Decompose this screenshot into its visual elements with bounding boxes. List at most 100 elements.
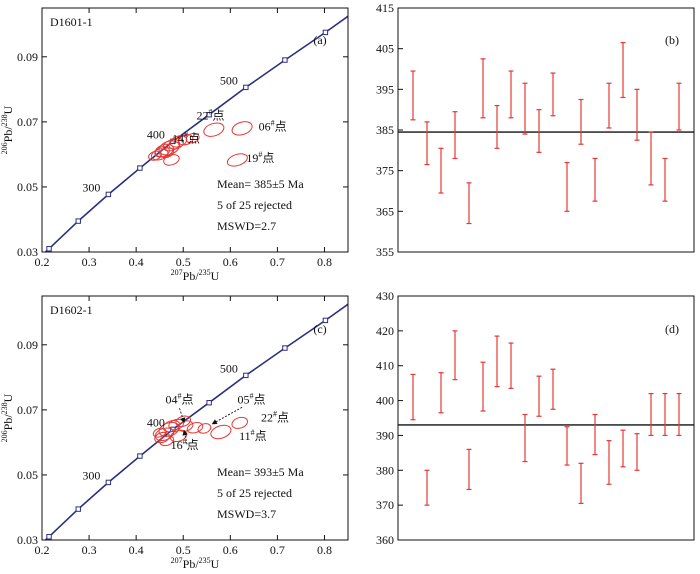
error-ellipse <box>231 416 249 429</box>
plot-frame <box>41 7 349 253</box>
y-tick-label: 0.07 <box>17 403 38 417</box>
error-bar <box>508 342 514 389</box>
error-ellipse <box>226 153 248 167</box>
concordia-age-marker <box>282 57 288 63</box>
sample-label: D1602-1 <box>50 303 93 317</box>
y-tick-label: 0.03 <box>17 533 38 547</box>
concordia-age-marker <box>282 345 288 351</box>
sample-label: D1601-1 <box>50 15 93 29</box>
y-tick-label: 380 <box>376 463 394 477</box>
error-ellipse <box>163 154 180 166</box>
x-tick-label: 0.4 <box>129 255 144 269</box>
x-tick-label: 0.6 <box>223 543 238 557</box>
y-tick-label: 0.05 <box>17 180 38 194</box>
y-tick-label: 0.09 <box>17 50 38 64</box>
error-ellipse <box>154 431 170 444</box>
concordia-age-marker <box>243 84 249 91</box>
error-bar <box>480 58 486 119</box>
concordia-age-label: 500 <box>220 73 238 87</box>
error-bar <box>536 375 542 417</box>
error-bar <box>466 448 472 491</box>
error-bar <box>620 429 626 468</box>
x-tick-label: 0.5 <box>176 543 191 557</box>
error-bar <box>410 373 416 421</box>
error-bar <box>592 413 598 456</box>
y-tick-label: 405 <box>376 42 394 56</box>
y-tick-label: 420 <box>376 324 394 338</box>
y-axis-title: 206Pb/238U <box>0 105 15 154</box>
concordia-age-marker <box>46 246 52 252</box>
y-tick-label: 0.09 <box>17 338 38 352</box>
y-tick-label: 365 <box>376 204 394 218</box>
spot-label: 05#点 <box>237 391 265 406</box>
plot-area <box>44 15 348 252</box>
error-bar <box>648 131 654 186</box>
error-ellipse <box>159 435 175 447</box>
spot-label: 19#点 <box>246 150 274 165</box>
error-bar <box>564 161 570 212</box>
stats-line: MSWD=3.7 <box>217 507 276 521</box>
error-ellipse <box>154 143 175 158</box>
concordia-age-label: 500 <box>220 361 238 375</box>
y-tick-label: 400 <box>376 394 394 408</box>
concordia-age-marker <box>243 372 249 379</box>
y-tick-label: 395 <box>376 82 394 96</box>
spot-label: 16#点 <box>171 437 199 452</box>
error-bar <box>550 368 556 410</box>
y-tick-label: 375 <box>376 164 394 178</box>
x-tick-label: 0.8 <box>317 255 332 269</box>
x-tick-label: 0.6 <box>223 255 238 269</box>
concordia-age-marker <box>105 479 112 486</box>
y-tick-label: 0.07 <box>17 115 38 129</box>
x-tick-label: 0.7 <box>270 543 285 557</box>
x-tick-label: 0.7 <box>270 255 285 269</box>
error-bar <box>606 82 612 129</box>
error-bar <box>550 72 556 117</box>
concordia-age-marker <box>75 218 81 224</box>
panel-label: (c) <box>313 322 326 336</box>
y-tick-label: 370 <box>376 498 394 512</box>
error-bar <box>424 469 430 506</box>
error-ellipse <box>185 132 200 144</box>
plot-area <box>44 303 348 540</box>
concordia-age-label: 300 <box>82 468 100 482</box>
y-tick-label: 415 <box>376 1 394 15</box>
error-bar <box>536 109 542 153</box>
x-tick-label: 0.3 <box>82 543 97 557</box>
error-bar <box>578 98 584 145</box>
y-axis-title: 206Pb/238U <box>0 393 15 442</box>
concordia-age-marker <box>105 191 112 198</box>
error-bar <box>438 372 444 414</box>
error-bar <box>494 335 500 388</box>
error-ellipse <box>177 134 194 146</box>
error-bar <box>648 393 654 437</box>
spot-label: 04#点 <box>165 391 193 406</box>
error-bar <box>676 82 682 131</box>
y-tick-label: 0.05 <box>17 468 38 482</box>
error-bar <box>592 157 598 202</box>
stats-line: Mean= 385±5 Ma <box>217 177 304 191</box>
error-bar <box>494 104 500 149</box>
error-bar <box>424 121 430 166</box>
plot-frame <box>41 295 349 541</box>
concordia-panel-0: 300 400 500 22#点 06#点 14#点 19#点 0.2 0.3 0.4 0.5 0.6… <box>0 7 349 283</box>
stats-line: MSWD=2.7 <box>217 219 276 233</box>
error-ellipse <box>159 147 175 159</box>
plot-frame <box>397 295 695 541</box>
error-ellipse <box>231 121 253 136</box>
concordia-age-marker <box>75 506 81 512</box>
spot-label: 22#点 <box>197 107 225 122</box>
spot-arrow <box>182 429 188 445</box>
y-tick-label: 410 <box>376 359 394 373</box>
x-tick-label: 0.2 <box>35 255 50 269</box>
stats-line: 5 of 25 rejected <box>217 486 292 500</box>
x-axis-title: 207Pb/235U <box>171 556 220 571</box>
concordia-age-label: 300 <box>82 180 100 194</box>
x-tick-label: 0.3 <box>82 255 97 269</box>
age-bars-panel-3: 360 370 380 390 400 410 420 430 (d) <box>376 289 695 547</box>
y-tick-label: 390 <box>376 428 394 442</box>
error-ellipse <box>175 415 192 427</box>
concordia-age-marker <box>206 112 212 118</box>
error-bar <box>410 70 416 121</box>
age-bars-panel-1: 355 365 375 385 395 405 415 (b) <box>376 1 695 259</box>
